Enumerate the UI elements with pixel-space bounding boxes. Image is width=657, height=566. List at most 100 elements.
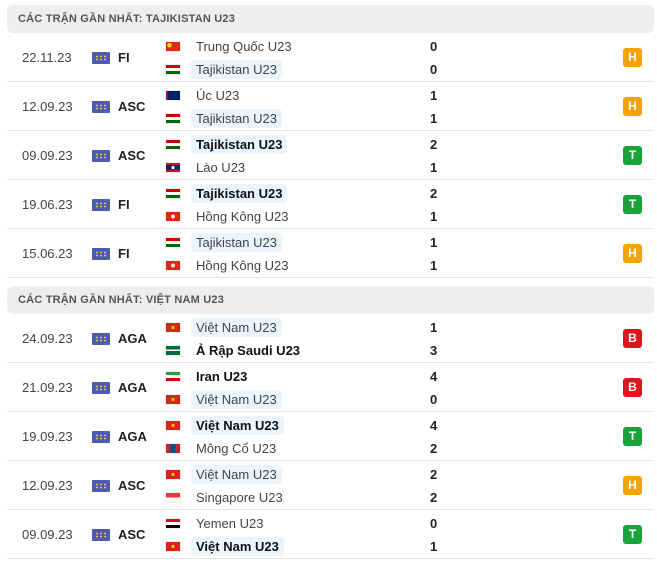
yemen-flag-icon — [165, 517, 181, 529]
match-date: 09.09.23 — [22, 527, 73, 542]
competition-code[interactable]: AGA — [118, 429, 147, 444]
team-name[interactable]: Úc U23 — [196, 87, 240, 103]
competition-code[interactable]: ASC — [118, 99, 146, 114]
competition-code[interactable]: FI — [118, 50, 130, 65]
match-row[interactable]: 19.06.23 FI Tajikistan U23 Hồng Kông U23… — [7, 180, 654, 229]
home-team[interactable]: Tajikistan U23 — [165, 134, 288, 154]
team-name[interactable]: Hồng Kông U23 — [196, 208, 289, 224]
team-name[interactable]: Mông Cổ U23 — [196, 440, 277, 456]
team-name[interactable]: Trung Quốc U23 — [196, 38, 292, 54]
home-team[interactable]: Tajikistan U23 — [165, 183, 288, 203]
away-team[interactable]: Việt Nam U23 — [165, 389, 282, 409]
match-row[interactable]: 09.09.23 ASC Tajikistan U23 Lào U23 2 1 … — [7, 131, 654, 180]
team-name[interactable]: Tajikistan U23 — [191, 108, 282, 128]
match-row[interactable]: 19.09.23 AGA Việt Nam U23 Mông Cổ U23 4 … — [7, 412, 654, 461]
team-name[interactable]: Hồng Kông U23 — [196, 257, 289, 273]
result-badge: T — [623, 195, 642, 214]
result-badge: H — [623, 48, 642, 67]
team-name[interactable]: Tajikistan U23 — [191, 134, 288, 154]
match-date: 21.09.23 — [22, 380, 73, 395]
competition-code[interactable]: ASC — [118, 478, 146, 493]
match-row[interactable]: 22.11.23 FI Trung Quốc U23 Tajikistan U2… — [7, 33, 654, 82]
competition-code[interactable]: AGA — [118, 331, 147, 346]
competition-icon — [92, 101, 110, 113]
team-name[interactable]: Việt Nam U23 — [191, 317, 282, 337]
match-row[interactable]: 12.09.23 ASC Việt Nam U23 Singapore U23 … — [7, 461, 654, 510]
home-team[interactable]: Trung Quốc U23 — [165, 36, 297, 56]
match-row[interactable]: 12.09.23 ASC Úc U23 Tajikistan U23 1 1 H — [7, 82, 654, 131]
vietnam-flag-icon — [165, 468, 181, 480]
home-score: 2 — [430, 467, 438, 482]
away-team[interactable]: Hồng Kông U23 — [165, 255, 294, 275]
team-name[interactable]: Yemen U23 — [196, 515, 264, 531]
home-score: 0 — [430, 516, 438, 531]
tajikistan-flag-icon — [165, 112, 181, 124]
team-name[interactable]: Tajikistan U23 — [191, 59, 282, 79]
match-row[interactable]: 24.09.23 AGA Việt Nam U23 Ả Rập Saudi U2… — [7, 314, 654, 363]
mongolia-flag-icon — [165, 442, 181, 454]
team-name[interactable]: Việt Nam U23 — [191, 415, 284, 435]
vietnam-flag-icon — [165, 393, 181, 405]
result-badge: H — [623, 476, 642, 495]
away-team[interactable]: Singapore U23 — [165, 487, 288, 507]
match-row[interactable]: 15.06.23 FI Tajikistan U23 Hồng Kông U23… — [7, 229, 654, 278]
away-team[interactable]: Việt Nam U23 — [165, 536, 284, 556]
result-badge: B — [623, 329, 642, 348]
match-date: 12.09.23 — [22, 99, 73, 114]
competition-icon — [92, 150, 110, 162]
match-row[interactable]: 09.09.23 ASC Yemen U23 Việt Nam U23 0 1 … — [7, 510, 654, 559]
home-score: 2 — [430, 186, 438, 201]
home-score: 2 — [430, 137, 438, 152]
laos-flag-icon — [165, 161, 181, 173]
team-name[interactable]: Iran U23 — [196, 368, 248, 384]
team-name[interactable]: Tajikistan U23 — [191, 232, 282, 252]
away-team[interactable]: Ả Rập Saudi U23 — [165, 340, 305, 360]
team-name[interactable]: Việt Nam U23 — [191, 464, 282, 484]
home-team[interactable]: Tajikistan U23 — [165, 232, 282, 252]
result-badge: H — [623, 244, 642, 263]
competition-code[interactable]: FI — [118, 197, 130, 212]
home-team[interactable]: Việt Nam U23 — [165, 317, 282, 337]
iran-flag-icon — [165, 370, 181, 382]
singapore-flag-icon — [165, 491, 181, 503]
away-score: 1 — [430, 539, 438, 554]
result-badge: T — [623, 146, 642, 165]
home-score: 4 — [430, 418, 438, 433]
away-score: 1 — [430, 160, 438, 175]
result-badge: H — [623, 97, 642, 116]
tajikistan-flag-icon — [165, 187, 181, 199]
home-team[interactable]: Yemen U23 — [165, 513, 268, 533]
competition-code[interactable]: AGA — [118, 380, 147, 395]
team-name[interactable]: Singapore U23 — [196, 489, 283, 505]
recent-matches-section: CÁC TRẬN GẦN NHẤT: VIỆT NAM U23 24.09.23… — [7, 286, 654, 559]
team-name[interactable]: Lào U23 — [196, 159, 246, 175]
team-name[interactable]: Tajikistan U23 — [191, 183, 288, 203]
away-team[interactable]: Mông Cổ U23 — [165, 438, 281, 458]
competition-code[interactable]: ASC — [118, 527, 146, 542]
competition-icon — [92, 480, 110, 492]
home-team[interactable]: Iran U23 — [165, 366, 252, 386]
team-name[interactable]: Việt Nam U23 — [191, 536, 284, 556]
competition-icon — [92, 529, 110, 541]
match-date: 19.06.23 — [22, 197, 73, 212]
team-name[interactable]: Việt Nam U23 — [191, 389, 282, 409]
away-team[interactable]: Tajikistan U23 — [165, 108, 282, 128]
vietnam-flag-icon — [165, 419, 181, 431]
away-team[interactable]: Hồng Kông U23 — [165, 206, 294, 226]
match-date: 24.09.23 — [22, 331, 73, 346]
competition-code[interactable]: ASC — [118, 148, 146, 163]
competition-code[interactable]: FI — [118, 246, 130, 261]
home-team[interactable]: Việt Nam U23 — [165, 464, 282, 484]
away-score: 0 — [430, 62, 438, 77]
match-row[interactable]: 21.09.23 AGA Iran U23 Việt Nam U23 4 0 B — [7, 363, 654, 412]
home-team[interactable]: Việt Nam U23 — [165, 415, 284, 435]
away-team[interactable]: Lào U23 — [165, 157, 250, 177]
home-team[interactable]: Úc U23 — [165, 85, 244, 105]
competition-icon — [92, 333, 110, 345]
team-name[interactable]: Ả Rập Saudi U23 — [196, 342, 301, 358]
competition-icon — [92, 199, 110, 211]
match-date: 09.09.23 — [22, 148, 73, 163]
home-score: 1 — [430, 235, 438, 250]
result-badge: B — [623, 378, 642, 397]
away-team[interactable]: Tajikistan U23 — [165, 59, 282, 79]
